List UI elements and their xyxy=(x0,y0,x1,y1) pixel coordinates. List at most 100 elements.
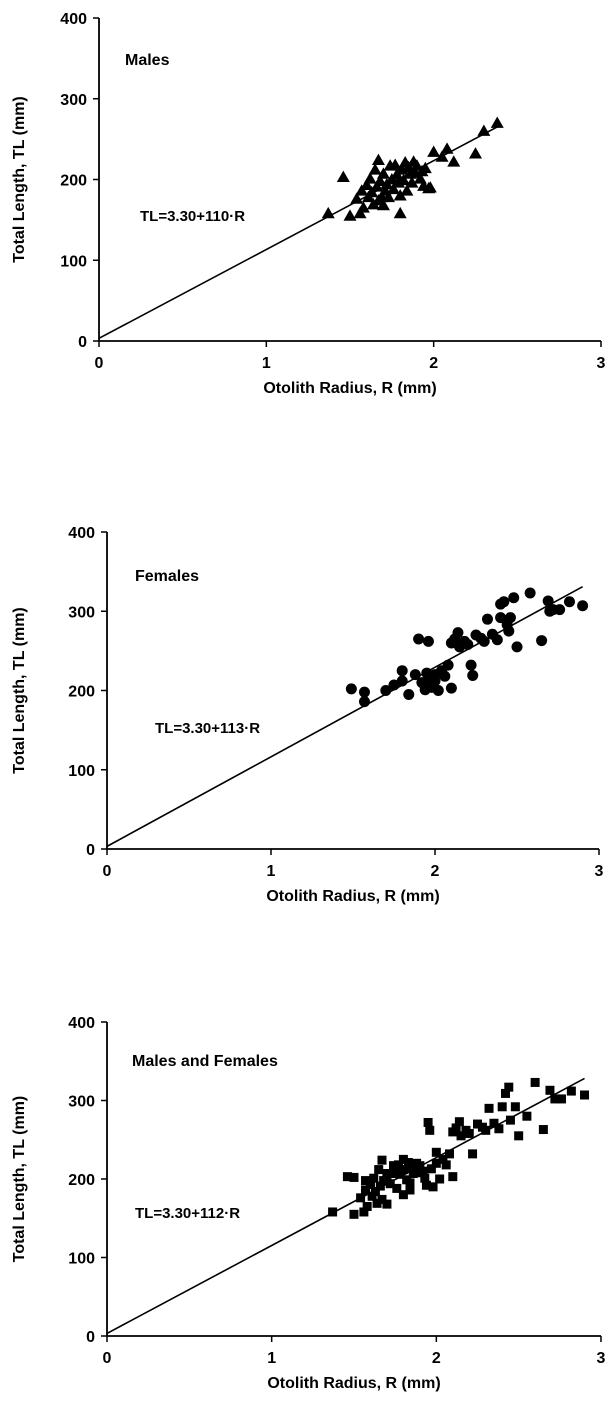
data-point xyxy=(545,1085,555,1095)
data-point xyxy=(508,592,520,604)
data-point xyxy=(397,173,411,186)
data-point xyxy=(393,1160,403,1170)
regression-line xyxy=(106,1077,585,1335)
data-point xyxy=(530,1077,540,1087)
x-tick-label: 1 xyxy=(267,1350,276,1367)
data-point xyxy=(343,209,357,221)
data-point xyxy=(580,1090,590,1100)
data-point xyxy=(409,669,421,681)
data-point xyxy=(358,696,370,708)
data-point xyxy=(407,1162,417,1172)
data-point xyxy=(388,679,400,691)
x-axis-title: Otolith Radius, R (mm) xyxy=(266,888,439,905)
y-tick-label: 400 xyxy=(68,525,95,542)
data-point xyxy=(387,182,401,195)
data-point xyxy=(500,1088,510,1098)
data-point xyxy=(429,675,441,687)
data-point xyxy=(356,1193,366,1203)
data-point xyxy=(382,1174,392,1184)
data-point xyxy=(481,613,493,625)
y-tick-label: 100 xyxy=(60,253,87,270)
y-tick-label: 400 xyxy=(60,11,87,28)
x-tick-label: 2 xyxy=(431,863,440,880)
data-point xyxy=(377,1194,387,1204)
data-point xyxy=(403,1158,413,1168)
data-point xyxy=(423,181,437,193)
data-point xyxy=(349,1172,359,1182)
data-point xyxy=(431,1158,441,1168)
data-point xyxy=(538,1125,548,1135)
data-point xyxy=(438,1154,448,1164)
data-point xyxy=(504,1082,514,1092)
x-tick-label: 0 xyxy=(103,863,112,880)
data-point xyxy=(408,1169,418,1179)
data-point xyxy=(382,1199,392,1209)
data-point xyxy=(371,153,385,165)
data-point xyxy=(442,659,454,671)
y-tick-label: 200 xyxy=(68,684,95,701)
data-point xyxy=(376,167,390,179)
data-point xyxy=(566,1086,576,1096)
data-point xyxy=(398,1190,408,1200)
data-point xyxy=(462,639,474,651)
data-point xyxy=(362,1201,372,1211)
regression-line xyxy=(98,124,501,340)
data-point xyxy=(431,1147,441,1157)
data-point xyxy=(360,178,374,191)
y-tick-label: 300 xyxy=(68,604,95,621)
data-point xyxy=(478,635,490,647)
panel-label: Males and Females xyxy=(132,1053,278,1070)
data-point xyxy=(554,604,566,616)
data-point xyxy=(373,174,387,186)
data-point xyxy=(368,163,382,175)
data-point xyxy=(396,665,408,677)
data-point xyxy=(356,201,370,213)
data-point xyxy=(413,1168,423,1178)
data-point xyxy=(418,161,432,174)
data-point xyxy=(432,685,444,696)
data-point xyxy=(422,635,434,647)
data-point xyxy=(498,596,510,608)
data-point xyxy=(395,1169,405,1179)
data-point xyxy=(447,155,461,167)
panel-label: Females xyxy=(135,568,199,585)
data-point xyxy=(382,1169,392,1179)
y-tick-label: 100 xyxy=(68,763,95,780)
data-point xyxy=(363,172,377,184)
data-point xyxy=(577,600,589,612)
data-point xyxy=(497,1102,507,1112)
data-point xyxy=(439,670,451,682)
data-point xyxy=(542,595,554,607)
data-point xyxy=(426,1164,436,1174)
data-point xyxy=(369,1173,379,1183)
data-point xyxy=(427,145,441,157)
data-point xyxy=(390,1169,400,1179)
data-point xyxy=(421,1180,431,1190)
regression-equation: TL=3.30+110·R xyxy=(140,208,245,225)
y-axis-title: Total Length, TL (mm) xyxy=(11,607,28,774)
data-point xyxy=(420,1173,430,1183)
data-point xyxy=(381,190,395,203)
x-tick-label: 1 xyxy=(262,355,271,372)
y-axis-title: Total Length, TL (mm) xyxy=(11,1096,28,1263)
data-point xyxy=(445,1149,455,1159)
x-tick-label: 2 xyxy=(429,355,438,372)
data-point xyxy=(321,206,335,219)
data-point xyxy=(392,1183,402,1193)
data-point xyxy=(469,147,482,159)
data-point xyxy=(448,1172,458,1182)
x-axis-title: Otolith Radius, R (mm) xyxy=(263,380,436,397)
data-point xyxy=(454,1117,464,1127)
data-point xyxy=(556,1094,566,1104)
x-tick-label: 3 xyxy=(597,1350,606,1367)
x-axis-title: Otolith Radius, R (mm) xyxy=(267,1375,440,1392)
data-point xyxy=(468,1149,478,1159)
data-point xyxy=(336,170,350,182)
data-point xyxy=(452,627,464,639)
regression-line xyxy=(106,585,583,848)
data-point xyxy=(376,198,390,211)
data-point xyxy=(484,1103,494,1113)
data-point xyxy=(489,1118,499,1128)
data-point xyxy=(345,683,357,695)
